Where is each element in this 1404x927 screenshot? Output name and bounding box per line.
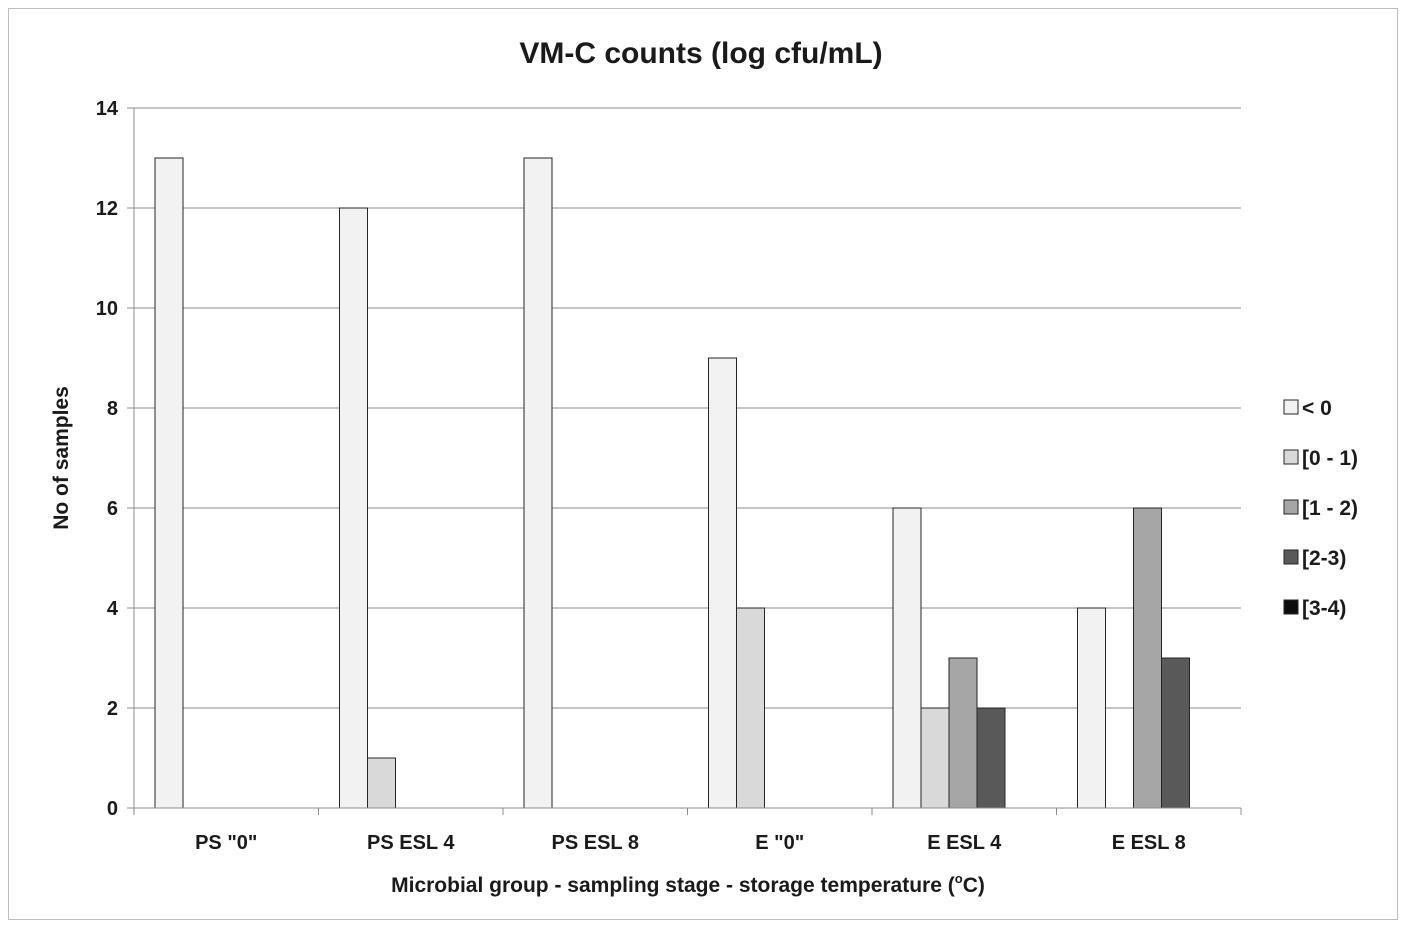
y-tick-label: 2 [107, 698, 118, 720]
chart-title: VM-C counts (log cfu/mL) [519, 37, 882, 70]
legend-swatch [1283, 399, 1299, 415]
legend-swatch [1283, 549, 1299, 565]
bar [154, 157, 184, 809]
legend-label: [3-4) [1302, 597, 1346, 620]
x-axis-title-suffix: C) [963, 874, 985, 897]
y-tick-label: 8 [107, 398, 118, 420]
bar [1161, 657, 1190, 809]
bar [708, 357, 737, 809]
y-tick-label: 14 [96, 98, 119, 120]
y-tick-label: 10 [96, 298, 118, 320]
legend-label: [2-3) [1302, 547, 1346, 570]
bar [920, 707, 950, 809]
x-tick-labels: PS "0" PS ESL 4 PS ESL 8 E "0" E ESL 4 E ESL … [195, 832, 1186, 854]
legend: < 0 [0 - 1) [1 - 2) [2-3) [3-4) [1283, 397, 1358, 620]
legend-label: < 0 [1302, 397, 1332, 420]
bars [154, 157, 1190, 809]
y-axis-title: No of samples [50, 386, 73, 530]
x-tick-label: E ESL 8 [1112, 832, 1186, 854]
bar [367, 757, 396, 809]
axes [127, 107, 1242, 815]
y-tick-label: 4 [107, 598, 119, 620]
legend-swatch [1283, 599, 1299, 615]
y-tick-labels: 0 2 4 6 8 10 12 14 [96, 98, 119, 820]
x-tick-label: PS "0" [195, 832, 257, 854]
x-axis-title-prefix: Microbial group - sampling stage - stora… [391, 874, 955, 897]
x-axis-title: Microbial group - sampling stage - stora… [391, 871, 985, 897]
bar [339, 207, 368, 809]
legend-swatch [1283, 499, 1299, 515]
y-tick-label: 0 [107, 798, 118, 820]
gridlines [134, 107, 1241, 709]
x-tick-label: E ESL 4 [927, 832, 1002, 854]
bar [736, 607, 765, 809]
legend-swatch [1283, 449, 1299, 465]
y-tick-label: 6 [107, 498, 118, 520]
x-tick-label: PS ESL 8 [552, 832, 639, 854]
legend-label: [0 - 1) [1302, 447, 1358, 470]
bar [1133, 507, 1162, 809]
x-tick-label: PS ESL 4 [367, 832, 455, 854]
x-tick-label: E "0" [755, 832, 804, 854]
bar [523, 157, 553, 809]
bar [892, 507, 922, 809]
bar [948, 657, 978, 809]
bar [1077, 607, 1106, 809]
bar [976, 707, 1006, 809]
legend-label: [1 - 2) [1302, 497, 1358, 520]
x-axis-title-degree: o [955, 871, 963, 886]
y-tick-label: 12 [96, 198, 118, 220]
